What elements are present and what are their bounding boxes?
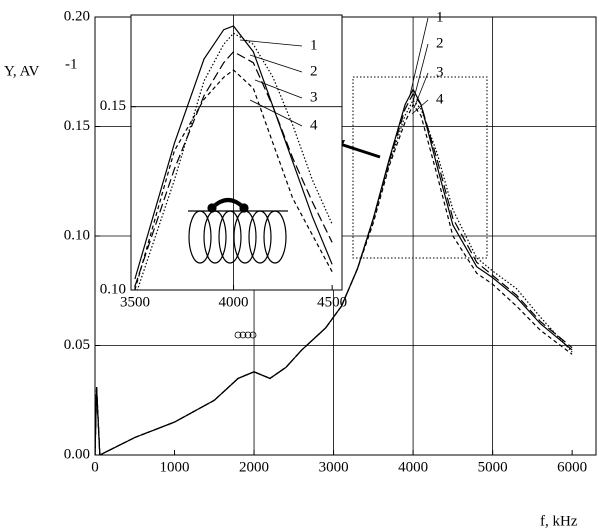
label-leader [249,54,303,73]
x-tick-label: 4000 [219,294,249,310]
plot-frame [130,14,343,291]
x-tick-label: 3500 [120,294,150,310]
label-leader [239,39,303,47]
series-line [134,50,333,287]
series-label: 2 [436,35,444,51]
x-tick-label: 4000 [398,459,428,475]
label-leader [411,99,429,115]
label-leader [409,17,429,96]
series-label: 4 [310,117,318,133]
y-tick-label: 0.20 [64,8,90,24]
label-leader [413,72,429,109]
x-tick-label: 4500 [317,294,347,310]
label-leader [412,43,429,103]
series-label: 3 [310,89,318,105]
coil-contact [207,203,217,213]
x-tick-label: 5000 [478,459,508,475]
label-leader [249,99,303,127]
y-tick-label: 0.05 [64,337,90,353]
x-tick-label: 6000 [557,459,587,475]
x-tick-label: 2000 [239,459,269,475]
zoom-box [352,76,488,259]
y-axis-label: Y, AV [4,63,39,79]
marker-circles [234,331,257,339]
x-tick-label: 1000 [160,459,190,475]
series-line [95,103,573,455]
inset-plot: 3500 4000 4500 0.10 0.15 1 2 3 4 [100,14,347,310]
series-label: 4 [436,91,444,107]
series-label: 2 [310,63,318,79]
label-leader [254,79,303,99]
x-tick-label: 0 [91,459,99,475]
coil-contact [239,203,249,213]
x-tick-label: 3000 [319,459,349,475]
series-line [136,32,333,290]
main-plot: 0 1000 2000 3000 4000 5000 6000 0.00 0.05 0.10 0.1… [4,8,597,529]
plot-frame [94,16,597,456]
x-axis-label: f, kHz [540,513,578,529]
inset-background [131,15,342,290]
y-tick-label: 0.15 [100,98,126,114]
series-label: 3 [436,64,444,80]
arrow [339,142,381,159]
y-axis-label-sup: -1 [65,56,78,72]
y-tick-label: 0.10 [64,227,90,243]
series-line [134,69,333,290]
y-tick-label: 0.10 [100,281,126,297]
series-label: 1 [310,37,318,53]
y-tick-label: 0.00 [64,446,90,462]
coil-icon [188,198,288,264]
y-tick-label: 0.15 [64,118,90,134]
